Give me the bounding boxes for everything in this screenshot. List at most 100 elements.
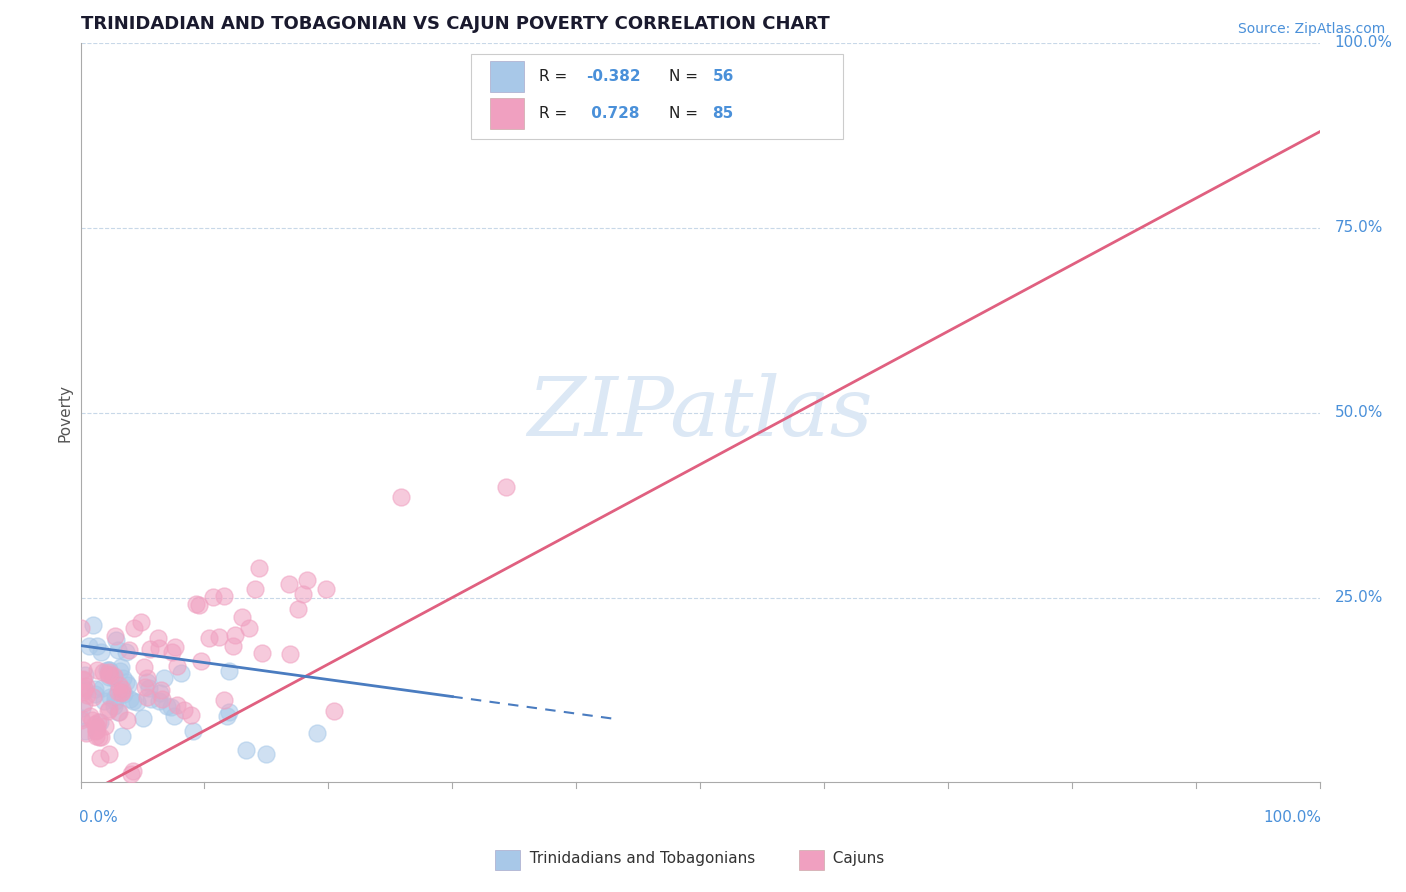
Point bbox=[222, 640, 245, 654]
Point bbox=[87, 715, 110, 730]
Point bbox=[103, 669, 125, 683]
Point bbox=[97, 705, 120, 719]
Point bbox=[75, 668, 97, 682]
Point bbox=[103, 690, 125, 705]
Point bbox=[138, 642, 160, 657]
Point bbox=[89, 715, 111, 730]
Point bbox=[201, 590, 224, 604]
Point bbox=[291, 586, 314, 600]
Point bbox=[72, 673, 94, 688]
Text: 75.0%: 75.0% bbox=[1334, 220, 1384, 235]
Point bbox=[323, 704, 346, 718]
Point bbox=[139, 692, 162, 706]
Point bbox=[79, 709, 101, 723]
Point bbox=[146, 631, 169, 645]
Point bbox=[136, 671, 159, 685]
Point bbox=[180, 708, 202, 723]
Point bbox=[115, 674, 138, 689]
Point bbox=[110, 660, 132, 674]
Point bbox=[186, 597, 208, 611]
Point bbox=[218, 705, 240, 719]
Point bbox=[218, 664, 240, 678]
Point bbox=[84, 729, 107, 743]
Point bbox=[247, 561, 270, 575]
Point bbox=[103, 671, 125, 685]
Point bbox=[160, 699, 183, 714]
Text: TRINIDADIAN AND TOBAGONIAN VS CAJUN POVERTY CORRELATION CHART: TRINIDADIAN AND TOBAGONIAN VS CAJUN POVE… bbox=[80, 15, 830, 33]
Point bbox=[98, 663, 121, 677]
Point bbox=[82, 618, 104, 632]
Point bbox=[84, 724, 107, 739]
Point bbox=[166, 698, 188, 712]
Point bbox=[153, 671, 176, 685]
Text: 85: 85 bbox=[713, 105, 734, 120]
Point bbox=[118, 642, 141, 657]
Point bbox=[86, 664, 108, 678]
Point bbox=[89, 751, 111, 765]
Point bbox=[150, 692, 173, 706]
Point bbox=[73, 724, 96, 739]
Point bbox=[122, 694, 145, 708]
Point bbox=[163, 709, 186, 723]
Point bbox=[190, 654, 212, 668]
Point bbox=[82, 690, 104, 705]
Point bbox=[75, 725, 97, 739]
FancyBboxPatch shape bbox=[489, 97, 524, 128]
Text: 56: 56 bbox=[713, 69, 734, 84]
Point bbox=[98, 702, 121, 716]
Point bbox=[80, 713, 103, 727]
Point bbox=[90, 645, 112, 659]
Text: 25.0%: 25.0% bbox=[1334, 590, 1384, 605]
Point bbox=[72, 672, 94, 686]
Point bbox=[278, 647, 301, 661]
Point bbox=[148, 694, 170, 708]
Text: N =: N = bbox=[669, 105, 703, 120]
Point bbox=[108, 678, 131, 692]
Point bbox=[111, 730, 134, 744]
Text: 100.0%: 100.0% bbox=[1334, 36, 1393, 50]
Point bbox=[86, 723, 108, 738]
Point bbox=[70, 713, 93, 727]
Point bbox=[173, 703, 195, 717]
Point bbox=[277, 576, 299, 591]
Point bbox=[208, 631, 231, 645]
Point bbox=[132, 710, 155, 724]
Text: -0.382: -0.382 bbox=[586, 69, 641, 84]
Point bbox=[105, 632, 128, 647]
Point bbox=[96, 663, 118, 677]
Text: 100.0%: 100.0% bbox=[1263, 811, 1322, 825]
Point bbox=[72, 696, 94, 710]
Point bbox=[83, 681, 105, 696]
Point bbox=[93, 719, 115, 733]
Text: Cajuns: Cajuns bbox=[823, 851, 884, 865]
Point bbox=[212, 693, 235, 707]
Point bbox=[98, 668, 121, 682]
Point bbox=[108, 705, 131, 719]
Point bbox=[98, 690, 121, 705]
Point bbox=[97, 665, 120, 679]
Point bbox=[149, 686, 172, 700]
FancyBboxPatch shape bbox=[489, 61, 524, 92]
Point bbox=[86, 720, 108, 734]
Point bbox=[115, 645, 138, 659]
Point bbox=[97, 747, 120, 762]
Point bbox=[86, 639, 108, 653]
Point bbox=[112, 671, 135, 685]
Point bbox=[93, 665, 115, 680]
Point bbox=[135, 690, 157, 705]
Point bbox=[107, 642, 129, 657]
Point bbox=[90, 730, 112, 744]
Point bbox=[107, 682, 129, 697]
Point bbox=[134, 680, 156, 694]
Point bbox=[188, 598, 211, 612]
Point bbox=[138, 681, 160, 695]
Text: 50.0%: 50.0% bbox=[1334, 405, 1384, 420]
Text: Trinidadians and Tobagonians: Trinidadians and Tobagonians bbox=[520, 851, 755, 865]
Point bbox=[87, 731, 110, 745]
Point bbox=[97, 669, 120, 683]
Point bbox=[103, 698, 125, 713]
Point bbox=[98, 664, 121, 678]
Point bbox=[107, 685, 129, 699]
Point bbox=[75, 682, 97, 697]
Point bbox=[134, 660, 156, 674]
